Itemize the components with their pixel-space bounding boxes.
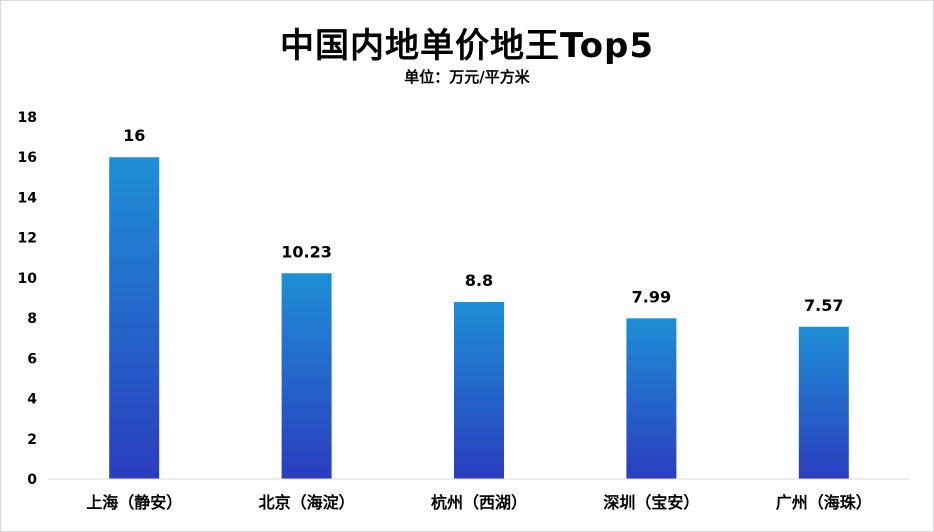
y-tick-label: 6 <box>27 351 37 367</box>
y-tick-label: 14 <box>18 190 38 206</box>
x-tick-label: 北京（海淀） <box>259 493 355 512</box>
data-label: 8.8 <box>465 271 493 290</box>
y-tick-label: 16 <box>18 150 37 166</box>
bar <box>281 273 332 479</box>
x-axis: 上海（静安） 北京（海淀） 杭州（西湖） 深圳（宝安） 广州（海珠） <box>48 478 910 512</box>
y-tick-label: 12 <box>18 231 37 247</box>
x-tick-label: 上海（静安） <box>86 493 182 512</box>
y-tick-label: 18 <box>18 110 37 126</box>
data-label: 16 <box>123 126 145 145</box>
y-tick-label: 4 <box>27 392 37 408</box>
x-tick-label: 深圳（宝安） <box>603 493 699 512</box>
chart-subtitle: 单位：万元/平方米 <box>404 68 530 86</box>
bar <box>109 157 160 479</box>
x-tick-label: 广州（海珠） <box>776 493 872 512</box>
y-tick-label: 8 <box>27 311 37 327</box>
data-label: 7.57 <box>804 296 843 315</box>
y-tick-label: 10 <box>18 271 38 287</box>
data-label: 7.99 <box>632 287 671 306</box>
bar <box>454 302 504 479</box>
y-axis: 0 2 4 6 8 10 12 14 16 18 <box>18 110 38 488</box>
bar <box>798 326 849 479</box>
bars: 16 10.23 8.8 7.99 7.57 <box>109 126 849 479</box>
chart-title: 中国内地单价地王Top5 <box>279 26 655 66</box>
data-label: 10.23 <box>281 242 332 261</box>
y-tick-label: 2 <box>27 432 37 448</box>
x-tick-label: 杭州（西湖） <box>431 493 527 512</box>
y-tick-label: 0 <box>27 472 37 488</box>
bar <box>626 318 677 479</box>
